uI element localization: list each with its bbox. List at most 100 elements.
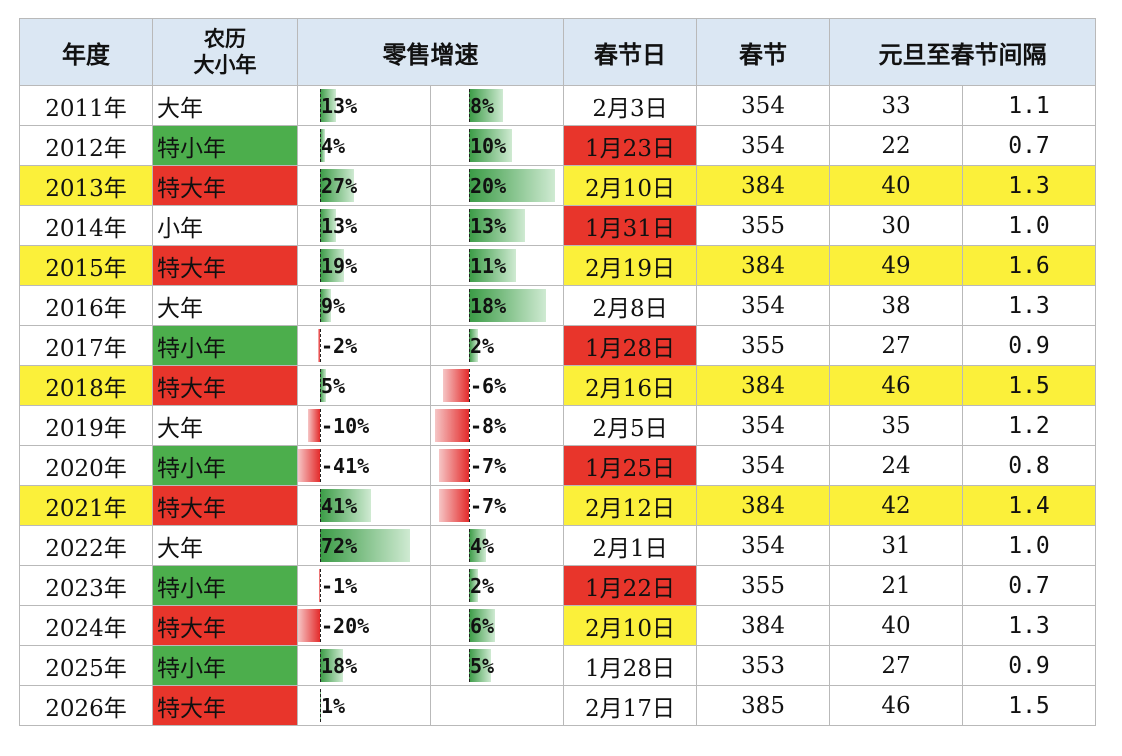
growth-value: 2% [470, 573, 495, 598]
bar-axis-line [469, 609, 470, 642]
interval-days-cell: 24 [829, 445, 963, 486]
growth-cell-g2: 2% [430, 565, 564, 606]
growth-value: 41% [321, 493, 358, 518]
spring-date-cell: 1月31日 [563, 205, 697, 246]
growth-bar [320, 369, 327, 402]
spring-date-cell: 2月1日 [563, 525, 697, 566]
header-spring-date: 春节日 [563, 18, 697, 86]
lunar-type-cell: 特大年 [152, 605, 298, 646]
bar-axis-line [469, 89, 470, 122]
bar-axis-line [469, 209, 470, 242]
spring-date-cell: 1月28日 [563, 325, 697, 366]
table-row: 2011年 大年 13% 8% 2月3日 354 33 1.1 [19, 85, 1096, 126]
spring-days-cell: 355 [696, 325, 830, 366]
interval-ratio-cell: 1.4 [962, 485, 1096, 526]
growth-bar [298, 609, 320, 642]
growth-cell-g1: 5% [297, 365, 431, 406]
growth-cell-g1: 4% [297, 125, 431, 166]
growth-bar [320, 249, 344, 282]
interval-ratio-cell: 1.2 [962, 405, 1096, 446]
growth-cell-g2: 8% [430, 85, 564, 126]
bar-axis-line [320, 329, 321, 362]
growth-bar [320, 489, 372, 522]
table-row: 2014年 小年 13% 13% 1月31日 355 30 1.0 [19, 205, 1096, 246]
growth-value: 72% [321, 533, 358, 558]
bar-axis-line [320, 209, 321, 242]
growth-cell-g1: 27% [297, 165, 431, 206]
growth-bar [438, 449, 469, 482]
bar-axis-line [469, 249, 470, 282]
growth-cell-g1: 13% [297, 205, 431, 246]
growth-cell-g2: 13% [430, 205, 564, 246]
growth-bar [469, 329, 478, 362]
growth-bar [469, 249, 517, 282]
growth-value: 18% [321, 653, 358, 678]
lunar-type-cell: 大年 [152, 405, 298, 446]
growth-value: 6% [470, 613, 495, 638]
growth-value: 11% [470, 253, 507, 278]
growth-value: -2% [321, 333, 358, 358]
lunar-type-cell: 特大年 [152, 685, 298, 726]
interval-days-cell: 46 [829, 365, 963, 406]
lunar-type-cell: 特小年 [152, 125, 298, 166]
spring-date-cell: 1月22日 [563, 565, 697, 606]
header-lunar-line1: 农历 [204, 27, 246, 51]
bar-axis-line [320, 609, 321, 642]
growth-cell-g2: 18% [430, 285, 564, 326]
growth-bar [469, 209, 525, 242]
header-retail-growth: 零售增速 [297, 18, 564, 86]
spring-date-cell: 2月10日 [563, 165, 697, 206]
growth-bar [318, 569, 320, 602]
growth-bar [434, 409, 469, 442]
lunar-type-cell: 特大年 [152, 165, 298, 206]
growth-cell-g2: -6% [430, 365, 564, 406]
interval-days-cell: 21 [829, 565, 963, 606]
bar-axis-line [320, 129, 321, 162]
growth-cell-g1: -20% [297, 605, 431, 646]
bar-axis-line [469, 409, 470, 442]
table-row: 2015年 特大年 19% 11% 2月19日 384 49 1.6 [19, 245, 1096, 286]
growth-bar [317, 329, 320, 362]
table-row: 2021年 特大年 41% -7% 2月12日 384 42 1.4 [19, 485, 1096, 526]
spring-days-cell: 354 [696, 85, 830, 126]
year-cell: 2022年 [19, 525, 153, 566]
growth-value: 13% [470, 213, 507, 238]
bar-axis-line [469, 329, 470, 362]
interval-ratio-cell: 0.9 [962, 645, 1096, 686]
bar-axis-line [320, 529, 321, 562]
bar-axis-line [320, 569, 321, 602]
growth-value: -20% [321, 613, 370, 638]
table-row: 2018年 特大年 5% -6% 2月16日 384 46 1.5 [19, 365, 1096, 406]
interval-days-cell: 40 [829, 605, 963, 646]
bar-axis-line [469, 649, 470, 682]
growth-cell-g1: 9% [297, 285, 431, 326]
header-spring: 春节 [696, 18, 830, 86]
year-cell: 2019年 [19, 405, 153, 446]
bar-axis-line [320, 369, 321, 402]
spring-days-cell: 385 [696, 685, 830, 726]
interval-ratio-cell: 1.3 [962, 605, 1096, 646]
growth-value: -1% [321, 573, 358, 598]
bar-axis-line [320, 89, 321, 122]
growth-value: -41% [321, 453, 370, 478]
growth-cell-g1: 72% [297, 525, 431, 566]
table-row: 2025年 特小年 18% 5% 1月28日 353 27 0.9 [19, 645, 1096, 686]
growth-value: 19% [321, 253, 358, 278]
year-cell: 2023年 [19, 565, 153, 606]
interval-ratio-cell: 1.5 [962, 365, 1096, 406]
growth-value: 8% [470, 93, 495, 118]
growth-bar [320, 529, 410, 562]
growth-bar [320, 289, 332, 322]
spring-date-cell: 2月10日 [563, 605, 697, 646]
lunar-type-cell: 特小年 [152, 325, 298, 366]
interval-days-cell: 49 [829, 245, 963, 286]
interval-days-cell: 33 [829, 85, 963, 126]
year-cell: 2015年 [19, 245, 153, 286]
growth-value: 13% [321, 93, 358, 118]
lunar-type-cell: 特大年 [152, 365, 298, 406]
growth-bar [469, 529, 487, 562]
spring-date-cell: 1月28日 [563, 645, 697, 686]
bar-axis-line [469, 489, 470, 522]
bar-axis-line [320, 449, 321, 482]
year-cell: 2021年 [19, 485, 153, 526]
